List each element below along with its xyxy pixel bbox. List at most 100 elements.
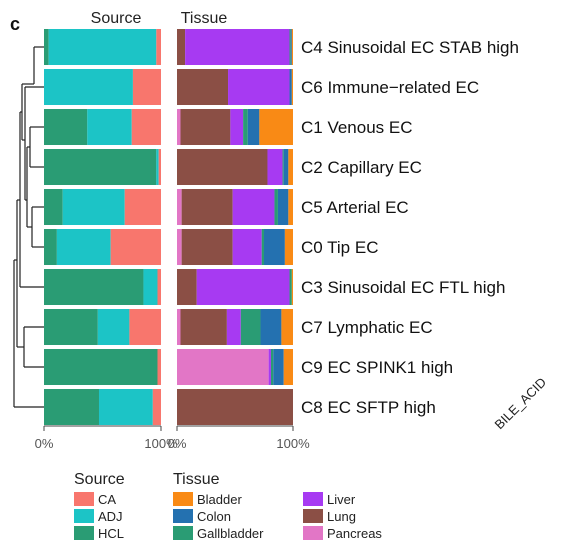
- bar-tissue-gallbladder-4: [274, 189, 278, 225]
- bar-tissue-lung-4: [181, 189, 233, 225]
- bar-tissue-lung-3: [177, 149, 268, 185]
- bar-source-adj-2: [87, 109, 132, 145]
- bar-tissue-lung-7: [180, 309, 227, 345]
- bar-source-ca-1: [132, 69, 161, 105]
- bar-tissue-liver-1: [228, 69, 290, 105]
- bar-tissue-colon-1: [289, 69, 292, 105]
- legend-tissue-swatch-pancreas: [303, 526, 323, 540]
- bar-source-hcl-9: [44, 389, 99, 425]
- category-label-3: C2 Capillary EC: [301, 158, 422, 177]
- legend-tissue-swatch-gallbladder: [173, 526, 193, 540]
- legend-source-label-ca: CA: [98, 492, 116, 507]
- bar-tissue-gallbladder-6: [289, 269, 292, 305]
- bar-source-adj-1: [44, 69, 133, 105]
- tick-label-tissue-0: 0%: [168, 436, 187, 451]
- source-panel-title: Source: [91, 10, 142, 27]
- bar-source-adj-6: [143, 269, 158, 305]
- legend-tissue-swatch-liver: [303, 492, 323, 506]
- bar-tissue-lung-5: [181, 229, 233, 265]
- bar-source-hcl-6: [44, 269, 144, 305]
- dendrogram: [13, 46, 44, 408]
- legend-tissue-label-pancreas: Pancreas: [327, 526, 382, 541]
- legend-tissue-label-lung: Lung: [327, 509, 356, 524]
- bar-tissue-bladder-8: [283, 349, 293, 385]
- bar-tissue-colon-8: [273, 349, 284, 385]
- legend-tissue-title: Tissue: [173, 471, 220, 488]
- bar-tissue-liver-7: [226, 309, 241, 345]
- bar-tissue-colon-7: [260, 309, 282, 345]
- bar-tissue-bladder-6: [291, 269, 293, 305]
- bar-tissue-gallbladder-2: [243, 109, 248, 145]
- bar-source-ca-6: [157, 269, 161, 305]
- bar-source-ca-5: [110, 229, 161, 265]
- category-label-1: C6 Immune−related EC: [301, 78, 479, 97]
- bar-tissue-colon-4: [277, 189, 289, 225]
- bar-tissue-bladder-3: [288, 149, 293, 185]
- category-label-9: C8 EC SFTP high: [301, 398, 436, 417]
- tick-label-source-1: 100%: [144, 436, 178, 451]
- bar-source-ca-0: [156, 29, 161, 65]
- bar-tissue-gallbladder-3: [282, 149, 284, 185]
- bar-tissue-gallbladder-7: [240, 309, 261, 345]
- x-axes: 0% 100%0% 100%: [35, 425, 310, 451]
- tissue-bars: [177, 29, 293, 425]
- category-label-6: C3 Sinusoidal EC FTL high: [301, 278, 505, 297]
- legend-tissue-label-liver: Liver: [327, 492, 356, 507]
- legend-tissue-label-bladder: Bladder: [197, 492, 242, 507]
- bar-tissue-bladder-2: [259, 109, 293, 145]
- bar-source-ca-4: [124, 189, 161, 225]
- bar-tissue-pancreas-5: [177, 229, 182, 265]
- bar-source-ca-8: [157, 349, 161, 385]
- bar-tissue-liver-4: [232, 189, 275, 225]
- cluster-labels: C4 Sinusoidal EC STAB high C6 Immune−rela…: [301, 38, 519, 417]
- legend-source-swatch-adj: [74, 509, 94, 523]
- category-label-8: C9 EC SPINK1 high: [301, 358, 453, 377]
- legend-source-title: Source: [74, 471, 125, 488]
- cut-off-axis-label: BILE_ACID: [492, 375, 550, 433]
- bar-tissue-liver-8: [268, 349, 271, 385]
- bar-tissue-lung-1: [177, 69, 229, 105]
- bar-tissue-bladder-1: [291, 69, 293, 105]
- bar-source-ca-7: [129, 309, 161, 345]
- panel-label: c: [10, 14, 20, 34]
- bar-tissue-bladder-5: [284, 229, 293, 265]
- category-label-4: C5 Arterial EC: [301, 198, 409, 217]
- bar-source-hcl-7: [44, 309, 98, 345]
- legend-tissue-label-colon: Colon: [197, 509, 231, 524]
- legend-source-label-hcl: HCL: [98, 526, 124, 541]
- bar-source-hcl-4: [44, 189, 63, 225]
- category-label-5: C0 Tip EC: [301, 238, 378, 257]
- bar-tissue-lung-0: [177, 29, 186, 65]
- tick-label-tissue-1: 100%: [276, 436, 310, 451]
- bar-source-adj-3: [156, 149, 159, 185]
- bar-tissue-pancreas-2: [177, 109, 181, 145]
- bar-tissue-liver-2: [230, 109, 244, 145]
- bar-source-adj-4: [62, 189, 125, 225]
- bar-source-ca-2: [131, 109, 161, 145]
- tick-label-source-0: 0%: [35, 436, 54, 451]
- legend-tissue-swatch-lung: [303, 509, 323, 523]
- bar-tissue-pancreas-7: [177, 309, 181, 345]
- bar-tissue-colon-5: [264, 229, 285, 265]
- bar-source-adj-5: [56, 229, 111, 265]
- bar-tissue-liver-3: [267, 149, 283, 185]
- category-label-7: C7 Lymphatic EC: [301, 318, 433, 337]
- category-label-2: C1 Venous EC: [301, 118, 413, 137]
- bar-source-hcl-2: [44, 109, 88, 145]
- tissue-panel-title: Tissue: [181, 10, 228, 27]
- bar-source-hcl-0: [44, 29, 49, 65]
- bar-tissue-lung-9: [177, 389, 293, 425]
- bar-tissue-pancreas-4: [177, 189, 182, 225]
- bar-tissue-bladder-4: [288, 189, 293, 225]
- bar-source-hcl-8: [44, 349, 158, 385]
- bar-tissue-gallbladder-5: [261, 229, 264, 265]
- category-label-0: C4 Sinusoidal EC STAB high: [301, 38, 519, 57]
- bar-tissue-liver-5: [232, 229, 262, 265]
- legend-source-label-adj: ADJ: [98, 509, 123, 524]
- bar-tissue-liver-6: [196, 269, 290, 305]
- bar-source-ca-9: [152, 389, 161, 425]
- bar-source-adj-7: [97, 309, 130, 345]
- legend-tissue-swatch-bladder: [173, 492, 193, 506]
- legend: Source Tissue CA ADJ HCL Bladder Colon Gallbl…: [74, 471, 382, 541]
